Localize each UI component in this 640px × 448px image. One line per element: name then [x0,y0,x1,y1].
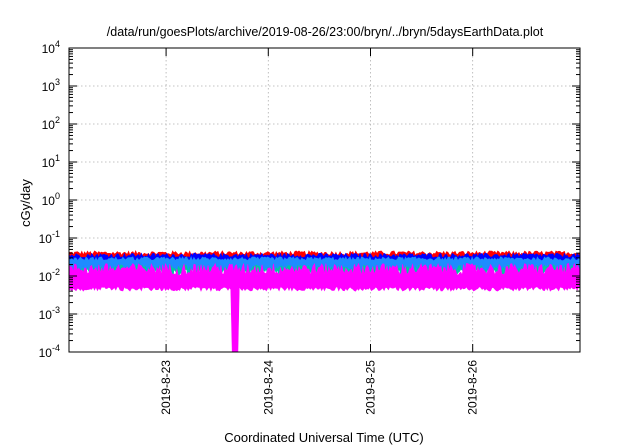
y-tick-label: 100 [42,191,60,208]
y-tick-label: 10-2 [39,267,60,284]
y-tick-label: 104 [42,39,60,56]
series-band-5 [68,262,581,353]
grid-lines [69,48,580,352]
y-axis-ticks: 10-4 10-3 10-2 10-1 100 101 102 103 104 [39,39,580,360]
x-tick-label: 2019-8-26 [466,360,480,415]
y-axis-label: cGy/day [18,179,33,227]
series-layer [68,250,581,353]
y-tick-label: 102 [42,115,60,132]
y-tick-label: 10-3 [39,305,60,322]
x-tick-label: 2019-8-25 [363,360,377,415]
x-tick-label: 2019-8-23 [159,360,173,415]
y-tick-label: 103 [42,77,60,94]
x-axis-label: Coordinated Universal Time (UTC) [224,430,423,445]
y-tick-label: 10-4 [39,343,60,360]
y-tick-label: 101 [42,153,60,170]
x-tick-label: 2019-8-24 [261,360,275,415]
chart-title: /data/run/goesPlots/archive/2019-08-26/2… [107,25,544,39]
y-tick-label: 10-1 [39,229,60,246]
x-axis-ticks: 2019-8-23 2019-8-24 2019-8-25 2019-8-26 [159,48,480,415]
